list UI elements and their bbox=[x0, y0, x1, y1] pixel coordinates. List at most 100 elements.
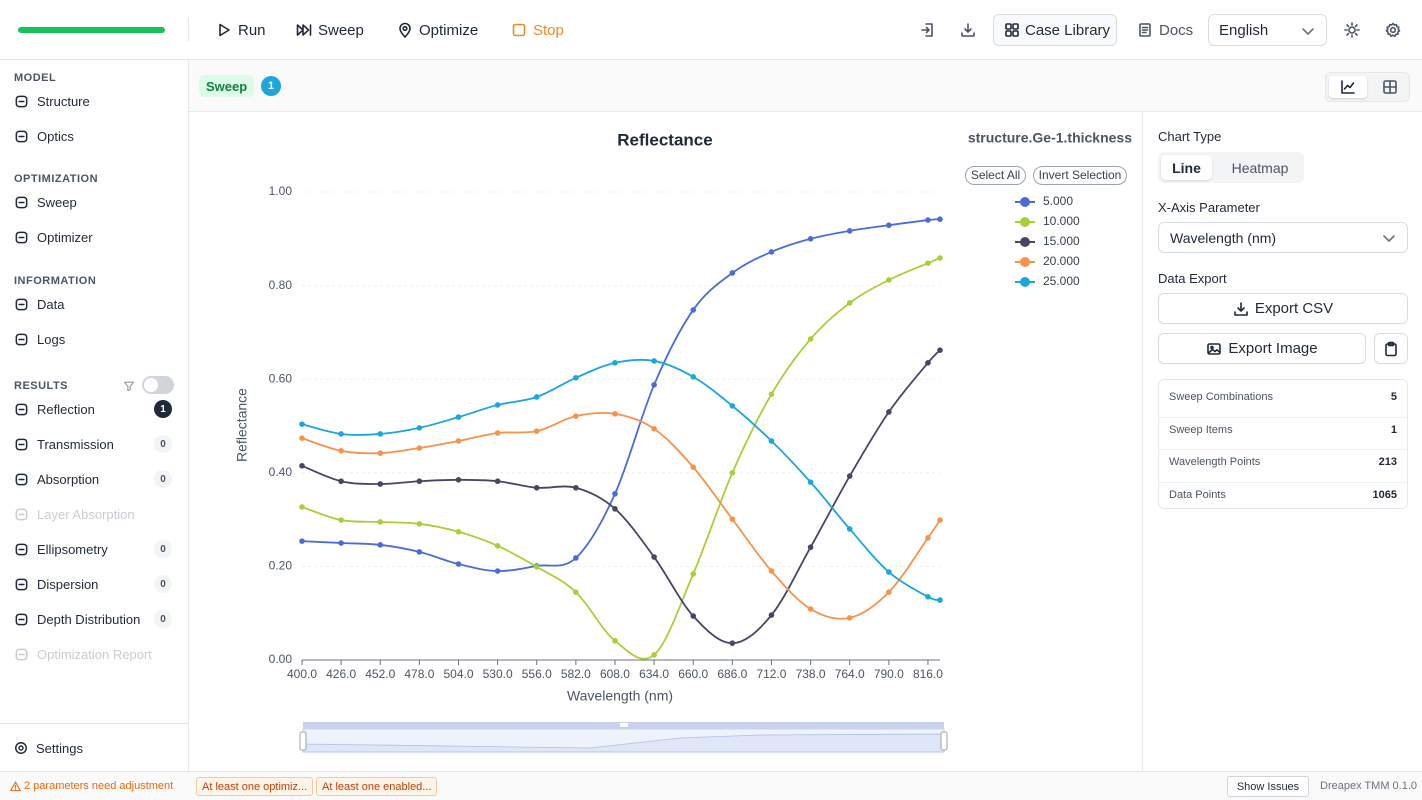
data-point bbox=[416, 478, 423, 485]
run-button[interactable]: Run bbox=[216, 18, 266, 42]
import-icon[interactable] bbox=[920, 22, 936, 38]
data-point bbox=[338, 478, 344, 485]
data-point bbox=[299, 538, 305, 544]
settings-item[interactable]: Settings bbox=[14, 736, 176, 760]
optimize-label: Optimize bbox=[419, 21, 479, 39]
legend-marker[interactable] bbox=[1020, 237, 1030, 247]
export-image-button[interactable]: Export Image bbox=[1158, 333, 1366, 364]
data-point bbox=[377, 481, 384, 487]
stat-divider bbox=[1159, 449, 1407, 450]
x-tick-label: 530.0 bbox=[483, 667, 513, 681]
x-tick-label: 634.0 bbox=[639, 667, 669, 681]
data-point bbox=[573, 413, 579, 419]
nav-item[interactable]: Reflection 1 bbox=[14, 397, 176, 421]
nav-icon bbox=[14, 129, 29, 144]
legend-label[interactable]: 25.000 bbox=[1043, 274, 1080, 288]
legend-invert-selection[interactable]: Invert Selection bbox=[1033, 166, 1127, 185]
chart-type-line[interactable]: Line bbox=[1161, 155, 1212, 180]
sweep-button[interactable]: Sweep bbox=[296, 18, 364, 42]
data-point bbox=[846, 228, 853, 234]
data-point bbox=[494, 478, 501, 485]
stat-label: Sweep Items bbox=[1169, 423, 1233, 436]
x-tick-label: 556.0 bbox=[522, 667, 552, 681]
data-point bbox=[494, 430, 501, 436]
data-point bbox=[768, 438, 775, 444]
issue-chip[interactable]: At least one enabled... bbox=[316, 777, 438, 796]
data-point bbox=[768, 612, 775, 618]
language-select[interactable]: English bbox=[1208, 14, 1327, 46]
nav-icon bbox=[14, 402, 29, 417]
theme-icon[interactable] bbox=[1344, 22, 1360, 38]
stop-label: Stop bbox=[533, 21, 564, 39]
data-point bbox=[299, 435, 305, 441]
chart-type-heatmap[interactable]: Heatmap bbox=[1231, 159, 1289, 176]
x-axis-select[interactable]: Wavelength (nm) bbox=[1158, 222, 1408, 253]
legend-label[interactable]: 5.000 bbox=[1043, 194, 1073, 208]
nav-item[interactable]: Sweep bbox=[14, 190, 176, 214]
legend-marker[interactable] bbox=[1020, 217, 1030, 227]
nav-badge: 0 bbox=[154, 435, 172, 453]
data-point bbox=[651, 358, 657, 364]
grid-view-button[interactable] bbox=[1382, 79, 1398, 95]
nav-item[interactable]: Ellipsometry 0 bbox=[14, 537, 176, 561]
zoom-handle[interactable] bbox=[940, 731, 948, 751]
nav-icon bbox=[14, 612, 29, 627]
legend-marker[interactable] bbox=[1020, 277, 1030, 287]
data-point bbox=[455, 414, 462, 420]
data-zoom[interactable] bbox=[299, 722, 948, 753]
filter-toggle[interactable] bbox=[142, 376, 174, 394]
data-point bbox=[651, 652, 657, 658]
data-point bbox=[299, 504, 305, 510]
legend-label[interactable]: 15.000 bbox=[1043, 234, 1080, 248]
data-point bbox=[573, 589, 579, 595]
settings-icon[interactable] bbox=[1385, 22, 1401, 38]
legend-select-all[interactable]: Select All bbox=[965, 166, 1026, 185]
x-axis-label: Wavelength (nm) bbox=[567, 688, 673, 704]
case-library-button[interactable]: Case Library bbox=[993, 14, 1117, 46]
zoom-handle[interactable] bbox=[299, 731, 307, 751]
copy-image-button[interactable] bbox=[1374, 333, 1408, 364]
nav-item[interactable]: Optimizer bbox=[14, 225, 176, 249]
nav-item[interactable]: Structure bbox=[14, 89, 176, 113]
nav-label: Structure bbox=[37, 93, 90, 109]
data-point bbox=[925, 217, 931, 223]
tab-sweep[interactable]: Sweep bbox=[199, 75, 255, 97]
warning-text: 2 parameters need adjustment bbox=[24, 780, 174, 792]
stat-label: Sweep Combinations bbox=[1169, 391, 1273, 403]
nav-item[interactable]: Absorption 0 bbox=[14, 467, 176, 491]
chart-view-button[interactable] bbox=[1329, 76, 1367, 98]
legend-label[interactable]: 20.000 bbox=[1043, 254, 1080, 268]
export-csv-button[interactable]: Export CSV bbox=[1158, 293, 1408, 324]
issue-chip[interactable]: At least one optimiz... bbox=[196, 777, 314, 796]
data-point bbox=[338, 431, 344, 437]
legend-marker[interactable] bbox=[1020, 257, 1030, 267]
nav-item[interactable]: Dispersion 0 bbox=[14, 572, 176, 596]
data-point bbox=[690, 307, 697, 313]
data-point bbox=[690, 613, 697, 619]
filter-icon[interactable] bbox=[123, 379, 135, 392]
data-point bbox=[573, 555, 579, 561]
data-point bbox=[338, 448, 344, 454]
data-point bbox=[846, 615, 853, 621]
docs-button[interactable]: Docs bbox=[1137, 18, 1193, 42]
legend-label[interactable]: 10.000 bbox=[1043, 214, 1080, 228]
stop-button[interactable]: Stop bbox=[511, 18, 564, 42]
data-point bbox=[925, 260, 931, 266]
nav-icon bbox=[14, 507, 29, 522]
nav-item[interactable]: Logs bbox=[14, 327, 176, 351]
nav-item[interactable]: Depth Distribution 0 bbox=[14, 607, 176, 631]
x-tick-label: 686.0 bbox=[717, 667, 747, 681]
nav-item[interactable]: Data bbox=[14, 292, 176, 316]
data-point bbox=[416, 549, 423, 555]
invert-selection-label: Invert Selection bbox=[1039, 168, 1122, 182]
nav-item[interactable]: Transmission 0 bbox=[14, 432, 176, 456]
optimize-button[interactable]: Optimize bbox=[397, 18, 478, 42]
nav-item[interactable]: Optics bbox=[14, 124, 176, 148]
download-icon[interactable] bbox=[960, 22, 976, 38]
legend-marker[interactable] bbox=[1020, 197, 1030, 207]
nav-label: Optimization Report bbox=[37, 646, 152, 662]
data-point bbox=[612, 360, 618, 366]
nav-item: Optimization Report bbox=[14, 642, 176, 666]
show-issues-button[interactable]: Show Issues bbox=[1227, 776, 1309, 797]
nav-icon bbox=[14, 577, 29, 592]
